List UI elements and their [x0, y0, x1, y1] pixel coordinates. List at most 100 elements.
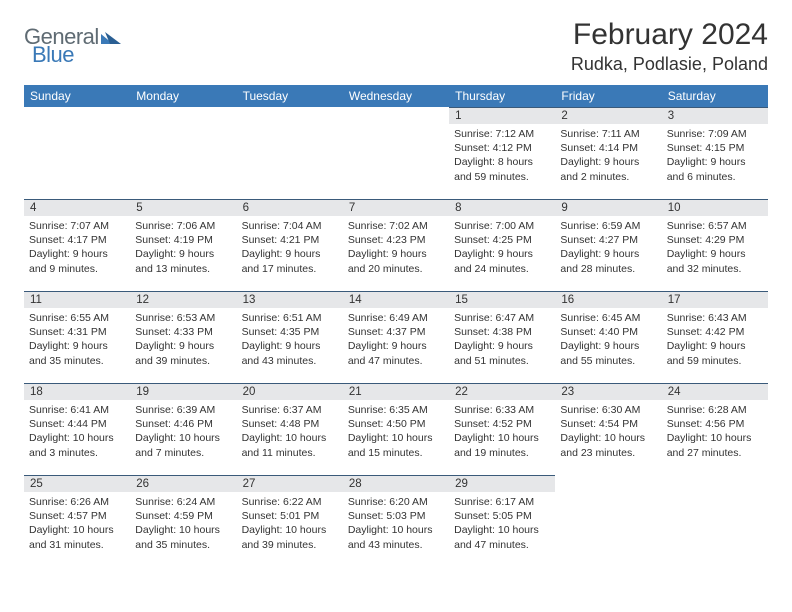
- day-number: 27: [237, 475, 343, 492]
- day-number: 26: [130, 475, 236, 492]
- calendar-day-cell: [24, 107, 130, 199]
- calendar-day-cell: 27Sunrise: 6:22 AMSunset: 5:01 PMDayligh…: [237, 475, 343, 567]
- calendar-day-cell: 3Sunrise: 7:09 AMSunset: 4:15 PMDaylight…: [662, 107, 768, 199]
- calendar-day-cell: 16Sunrise: 6:45 AMSunset: 4:40 PMDayligh…: [555, 291, 661, 383]
- calendar-day-cell: [662, 475, 768, 567]
- calendar-day-cell: 2Sunrise: 7:11 AMSunset: 4:14 PMDaylight…: [555, 107, 661, 199]
- calendar-day-cell: 5Sunrise: 7:06 AMSunset: 4:19 PMDaylight…: [130, 199, 236, 291]
- weekday-row: SundayMondayTuesdayWednesdayThursdayFrid…: [24, 85, 768, 107]
- day-sun-info: Sunrise: 7:12 AMSunset: 4:12 PMDaylight:…: [449, 124, 555, 184]
- day-number: 4: [24, 199, 130, 216]
- weekday-header: Saturday: [662, 85, 768, 107]
- month-title: February 2024: [571, 18, 768, 52]
- calendar-day-cell: 10Sunrise: 6:57 AMSunset: 4:29 PMDayligh…: [662, 199, 768, 291]
- calendar-day-cell: 18Sunrise: 6:41 AMSunset: 4:44 PMDayligh…: [24, 383, 130, 475]
- day-number: 11: [24, 291, 130, 308]
- logo-text-blue: Blue: [32, 42, 74, 67]
- calendar-thead: SundayMondayTuesdayWednesdayThursdayFrid…: [24, 85, 768, 107]
- weekday-header: Friday: [555, 85, 661, 107]
- calendar-day-cell: 23Sunrise: 6:30 AMSunset: 4:54 PMDayligh…: [555, 383, 661, 475]
- day-sun-info: Sunrise: 6:17 AMSunset: 5:05 PMDaylight:…: [449, 492, 555, 552]
- calendar-body: 1Sunrise: 7:12 AMSunset: 4:12 PMDaylight…: [24, 107, 768, 567]
- calendar-day-cell: 17Sunrise: 6:43 AMSunset: 4:42 PMDayligh…: [662, 291, 768, 383]
- day-sun-info: Sunrise: 6:41 AMSunset: 4:44 PMDaylight:…: [24, 400, 130, 460]
- day-number: 20: [237, 383, 343, 400]
- calendar-day-cell: 1Sunrise: 7:12 AMSunset: 4:12 PMDaylight…: [449, 107, 555, 199]
- day-number: 24: [662, 383, 768, 400]
- weekday-header: Tuesday: [237, 85, 343, 107]
- day-number: 25: [24, 475, 130, 492]
- day-number: 13: [237, 291, 343, 308]
- day-sun-info: Sunrise: 6:20 AMSunset: 5:03 PMDaylight:…: [343, 492, 449, 552]
- day-sun-info: Sunrise: 6:59 AMSunset: 4:27 PMDaylight:…: [555, 216, 661, 276]
- calendar-table: SundayMondayTuesdayWednesdayThursdayFrid…: [24, 85, 768, 567]
- calendar-day-cell: 19Sunrise: 6:39 AMSunset: 4:46 PMDayligh…: [130, 383, 236, 475]
- day-sun-info: Sunrise: 6:35 AMSunset: 4:50 PMDaylight:…: [343, 400, 449, 460]
- day-number: 23: [555, 383, 661, 400]
- calendar-day-cell: 6Sunrise: 7:04 AMSunset: 4:21 PMDaylight…: [237, 199, 343, 291]
- calendar-day-cell: [237, 107, 343, 199]
- day-sun-info: Sunrise: 6:33 AMSunset: 4:52 PMDaylight:…: [449, 400, 555, 460]
- day-sun-info: Sunrise: 6:28 AMSunset: 4:56 PMDaylight:…: [662, 400, 768, 460]
- title-block: February 2024 Rudka, Podlasie, Poland: [571, 18, 768, 75]
- day-sun-info: Sunrise: 6:45 AMSunset: 4:40 PMDaylight:…: [555, 308, 661, 368]
- location-text: Rudka, Podlasie, Poland: [571, 54, 768, 75]
- page-header: General February 2024 Rudka, Podlasie, P…: [24, 18, 768, 75]
- calendar-day-cell: 26Sunrise: 6:24 AMSunset: 4:59 PMDayligh…: [130, 475, 236, 567]
- calendar-week-row: 25Sunrise: 6:26 AMSunset: 4:57 PMDayligh…: [24, 475, 768, 567]
- calendar-day-cell: 11Sunrise: 6:55 AMSunset: 4:31 PMDayligh…: [24, 291, 130, 383]
- calendar-day-cell: 8Sunrise: 7:00 AMSunset: 4:25 PMDaylight…: [449, 199, 555, 291]
- calendar-day-cell: [555, 475, 661, 567]
- calendar-day-cell: 20Sunrise: 6:37 AMSunset: 4:48 PMDayligh…: [237, 383, 343, 475]
- day-number: 29: [449, 475, 555, 492]
- day-sun-info: Sunrise: 6:43 AMSunset: 4:42 PMDaylight:…: [662, 308, 768, 368]
- calendar-day-cell: 7Sunrise: 7:02 AMSunset: 4:23 PMDaylight…: [343, 199, 449, 291]
- day-number: 18: [24, 383, 130, 400]
- calendar-day-cell: [130, 107, 236, 199]
- calendar-day-cell: 21Sunrise: 6:35 AMSunset: 4:50 PMDayligh…: [343, 383, 449, 475]
- day-number: 12: [130, 291, 236, 308]
- calendar-day-cell: 15Sunrise: 6:47 AMSunset: 4:38 PMDayligh…: [449, 291, 555, 383]
- day-number: 7: [343, 199, 449, 216]
- calendar-page: General February 2024 Rudka, Podlasie, P…: [0, 0, 792, 567]
- calendar-week-row: 18Sunrise: 6:41 AMSunset: 4:44 PMDayligh…: [24, 383, 768, 475]
- calendar-day-cell: 12Sunrise: 6:53 AMSunset: 4:33 PMDayligh…: [130, 291, 236, 383]
- day-number: 22: [449, 383, 555, 400]
- day-sun-info: Sunrise: 6:37 AMSunset: 4:48 PMDaylight:…: [237, 400, 343, 460]
- calendar-week-row: 11Sunrise: 6:55 AMSunset: 4:31 PMDayligh…: [24, 291, 768, 383]
- weekday-header: Monday: [130, 85, 236, 107]
- calendar-day-cell: 28Sunrise: 6:20 AMSunset: 5:03 PMDayligh…: [343, 475, 449, 567]
- day-sun-info: Sunrise: 7:02 AMSunset: 4:23 PMDaylight:…: [343, 216, 449, 276]
- day-sun-info: Sunrise: 7:06 AMSunset: 4:19 PMDaylight:…: [130, 216, 236, 276]
- day-sun-info: Sunrise: 7:04 AMSunset: 4:21 PMDaylight:…: [237, 216, 343, 276]
- day-sun-info: Sunrise: 6:39 AMSunset: 4:46 PMDaylight:…: [130, 400, 236, 460]
- calendar-week-row: 1Sunrise: 7:12 AMSunset: 4:12 PMDaylight…: [24, 107, 768, 199]
- day-sun-info: Sunrise: 6:57 AMSunset: 4:29 PMDaylight:…: [662, 216, 768, 276]
- logo-text-blue-wrap: Blue: [30, 42, 74, 68]
- day-sun-info: Sunrise: 6:47 AMSunset: 4:38 PMDaylight:…: [449, 308, 555, 368]
- day-number: 6: [237, 199, 343, 216]
- day-sun-info: Sunrise: 7:07 AMSunset: 4:17 PMDaylight:…: [24, 216, 130, 276]
- day-sun-info: Sunrise: 6:26 AMSunset: 4:57 PMDaylight:…: [24, 492, 130, 552]
- day-sun-info: Sunrise: 6:24 AMSunset: 4:59 PMDaylight:…: [130, 492, 236, 552]
- weekday-header: Wednesday: [343, 85, 449, 107]
- day-number: 2: [555, 107, 661, 124]
- logo-mark-icon: [101, 30, 121, 49]
- calendar-day-cell: 29Sunrise: 6:17 AMSunset: 5:05 PMDayligh…: [449, 475, 555, 567]
- day-number: 5: [130, 199, 236, 216]
- calendar-day-cell: 13Sunrise: 6:51 AMSunset: 4:35 PMDayligh…: [237, 291, 343, 383]
- weekday-header: Sunday: [24, 85, 130, 107]
- day-number: 15: [449, 291, 555, 308]
- day-number: 9: [555, 199, 661, 216]
- day-sun-info: Sunrise: 7:09 AMSunset: 4:15 PMDaylight:…: [662, 124, 768, 184]
- day-sun-info: Sunrise: 6:22 AMSunset: 5:01 PMDaylight:…: [237, 492, 343, 552]
- day-number: 17: [662, 291, 768, 308]
- calendar-week-row: 4Sunrise: 7:07 AMSunset: 4:17 PMDaylight…: [24, 199, 768, 291]
- day-sun-info: Sunrise: 7:00 AMSunset: 4:25 PMDaylight:…: [449, 216, 555, 276]
- weekday-header: Thursday: [449, 85, 555, 107]
- calendar-day-cell: 25Sunrise: 6:26 AMSunset: 4:57 PMDayligh…: [24, 475, 130, 567]
- day-sun-info: Sunrise: 6:30 AMSunset: 4:54 PMDaylight:…: [555, 400, 661, 460]
- day-number: 3: [662, 107, 768, 124]
- day-sun-info: Sunrise: 6:49 AMSunset: 4:37 PMDaylight:…: [343, 308, 449, 368]
- calendar-day-cell: 24Sunrise: 6:28 AMSunset: 4:56 PMDayligh…: [662, 383, 768, 475]
